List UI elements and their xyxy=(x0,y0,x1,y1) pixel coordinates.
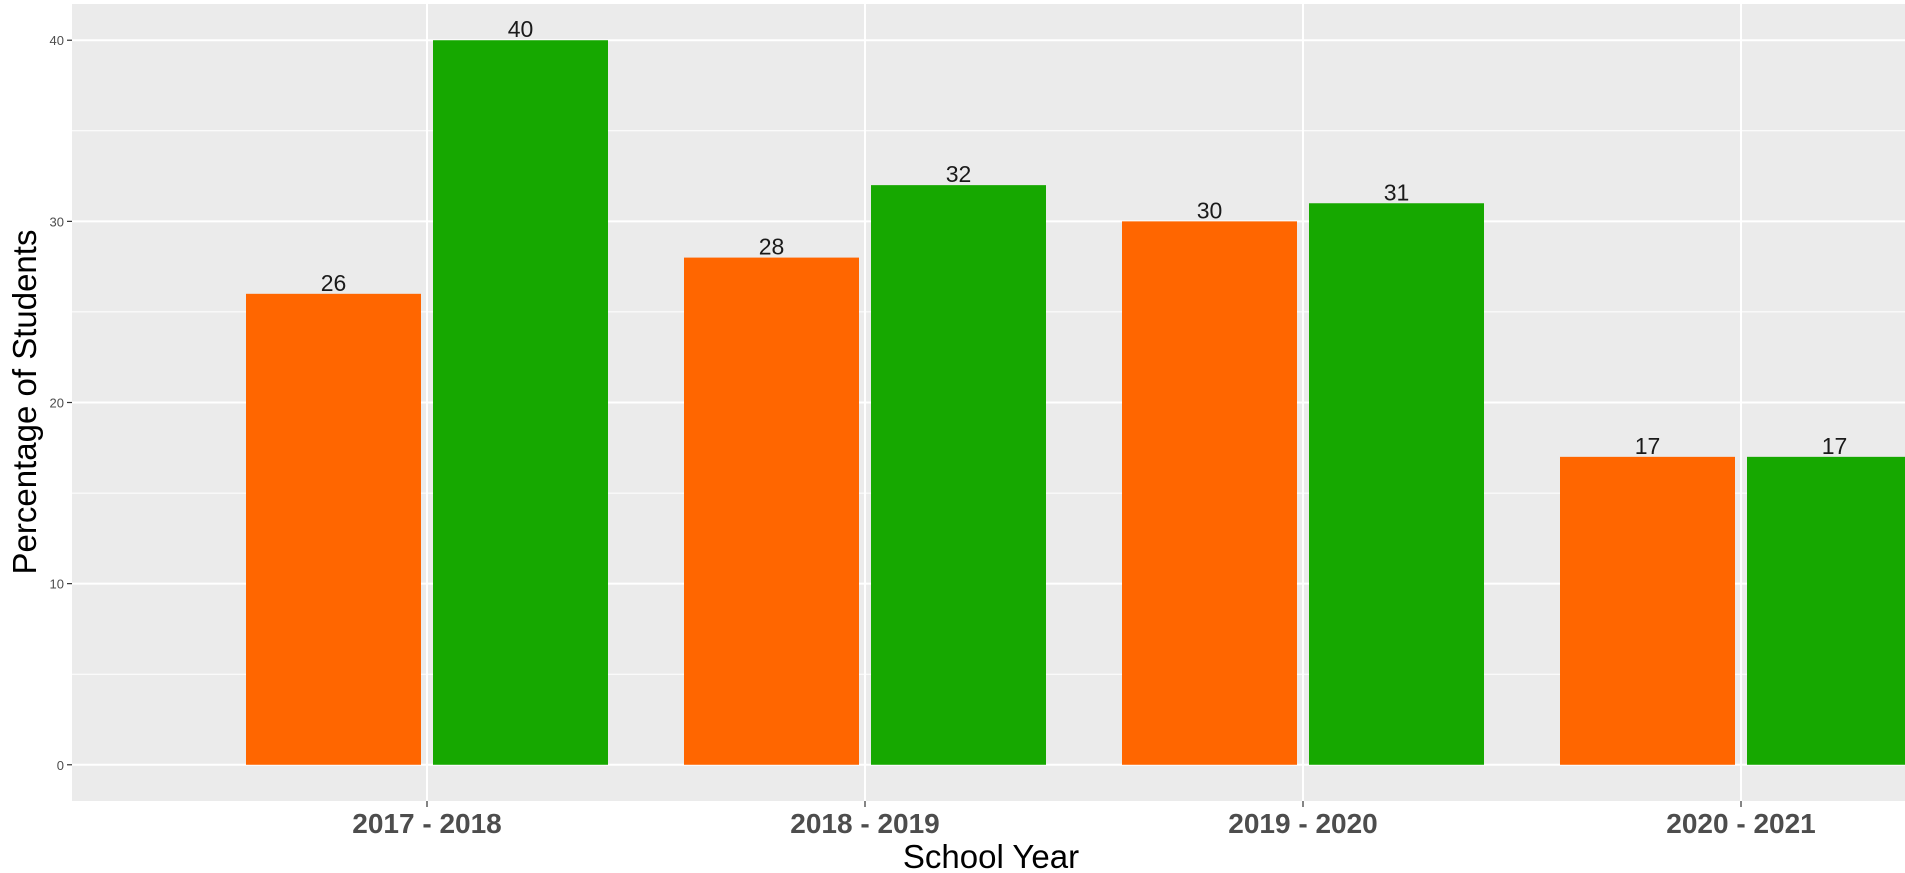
x-axis: 2017 - 2018 2018 - 2019 2019 - 2020 2020 - … xyxy=(352,801,1816,839)
x-tick-label: 2017 - 2018 xyxy=(352,808,501,839)
y-axis: 0 10 20 30 40 xyxy=(50,33,72,773)
bar xyxy=(684,257,859,765)
data-label: 31 xyxy=(1384,179,1410,205)
bar xyxy=(246,293,421,765)
x-tick-label: 2019 - 2020 xyxy=(1228,808,1377,839)
bar xyxy=(1747,456,1905,765)
bar xyxy=(433,40,608,765)
y-tick-label: 40 xyxy=(50,33,64,48)
data-label: 17 xyxy=(1822,433,1848,459)
bar xyxy=(871,185,1046,765)
bars xyxy=(246,40,1905,765)
data-labels: 26 40 28 32 30 31 17 17 xyxy=(321,16,1848,459)
y-axis-title: Percentage of Students xyxy=(6,230,43,575)
data-label: 17 xyxy=(1635,433,1661,459)
bar xyxy=(1122,221,1297,765)
data-label: 26 xyxy=(321,270,347,296)
y-tick-label: 10 xyxy=(50,577,64,592)
x-axis-title: School Year xyxy=(903,838,1079,873)
data-label: 40 xyxy=(508,16,534,42)
bar xyxy=(1309,203,1484,765)
y-tick-label: 0 xyxy=(57,758,64,773)
x-tick-label: 2020 - 2021 xyxy=(1666,808,1815,839)
x-tick-label: 2018 - 2019 xyxy=(790,808,939,839)
bar xyxy=(1560,456,1735,765)
data-label: 32 xyxy=(946,161,972,187)
y-tick-label: 30 xyxy=(50,214,64,229)
data-label: 30 xyxy=(1197,197,1223,223)
y-tick-label: 20 xyxy=(50,396,64,411)
data-label: 28 xyxy=(759,234,785,260)
